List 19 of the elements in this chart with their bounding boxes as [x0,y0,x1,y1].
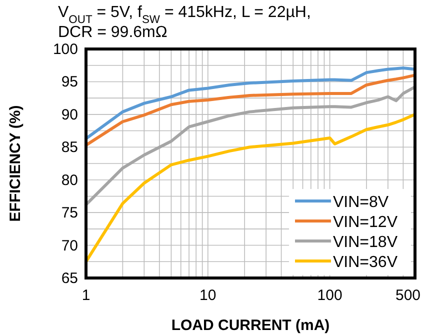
legend-label: VIN=12V [333,214,398,231]
x-tick-label: 500 [395,287,421,304]
x-tick-label: 1 [82,287,90,304]
y-tick-label: 95 [61,74,78,91]
legend-label: VIN=8V [333,194,389,211]
y-axis-title: EFFICIENCY (%) [7,105,24,222]
x-tick-label: 10 [200,287,216,304]
legend-label: VIN=18V [333,234,398,251]
legend-label: VIN=36V [333,254,398,271]
y-tick-label: 65 [61,270,78,287]
y-tick-label: 100 [52,41,78,58]
y-tick-label: 80 [61,172,78,189]
chart-title: V$_{OUT}$ = 5V, f$_{SW}$ = 415kHz, L = 22µH, DCR = 99.6mΩ [58,4,311,41]
y-tick-label: 75 [61,204,78,222]
y-tick-label: 90 [61,106,78,124]
y-tick-label: 85 [61,139,78,156]
x-axis-title: LOAD CURRENT (mA) [171,317,330,334]
x-tick-label: 100 [317,287,342,304]
y-tick-label: 70 [61,237,78,254]
